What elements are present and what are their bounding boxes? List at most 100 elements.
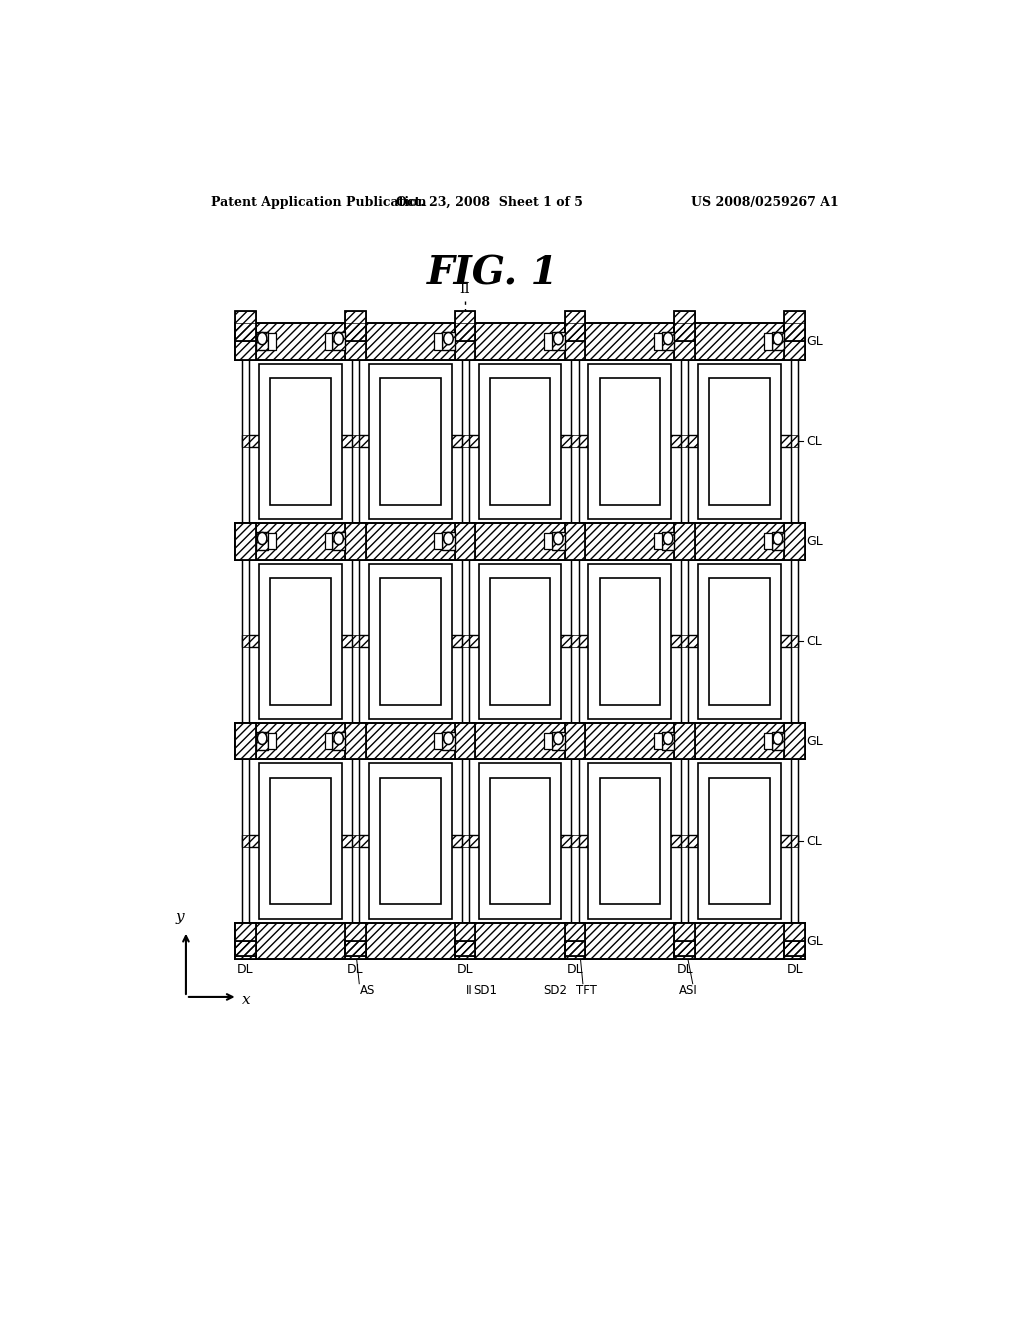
Bar: [784, 941, 805, 956]
Text: ASI: ASI: [679, 983, 698, 997]
Bar: [236, 923, 256, 960]
Bar: [455, 523, 475, 560]
Bar: [564, 941, 586, 956]
Bar: [662, 333, 675, 351]
Text: CT: CT: [627, 855, 642, 869]
Bar: [345, 312, 366, 342]
Bar: [351, 337, 358, 946]
Bar: [259, 564, 342, 719]
Text: Oct. 23, 2008  Sheet 1 of 5: Oct. 23, 2008 Sheet 1 of 5: [395, 195, 583, 209]
Bar: [681, 337, 688, 946]
Bar: [564, 323, 586, 359]
Bar: [332, 733, 345, 750]
Text: x: x: [242, 993, 250, 1007]
Bar: [589, 564, 672, 719]
Bar: [764, 333, 772, 350]
Bar: [589, 763, 672, 919]
Circle shape: [773, 733, 782, 744]
Bar: [268, 533, 276, 549]
Bar: [675, 523, 695, 560]
Text: GL: GL: [807, 735, 823, 747]
Bar: [662, 532, 675, 550]
Bar: [662, 733, 675, 750]
Text: SP: SP: [264, 820, 279, 833]
Text: SP: SP: [487, 619, 502, 632]
Text: DL: DL: [566, 964, 584, 977]
Bar: [236, 323, 805, 359]
Circle shape: [334, 733, 343, 744]
Circle shape: [554, 532, 563, 545]
Bar: [345, 941, 366, 956]
Bar: [455, 923, 475, 960]
Bar: [380, 777, 440, 904]
Text: II: II: [466, 983, 472, 997]
Bar: [380, 378, 440, 504]
Bar: [698, 763, 781, 919]
Bar: [478, 364, 561, 519]
Bar: [675, 723, 695, 759]
Bar: [784, 312, 805, 342]
Bar: [545, 533, 552, 549]
Bar: [442, 333, 455, 351]
Circle shape: [257, 733, 267, 744]
Bar: [662, 733, 675, 750]
Bar: [764, 733, 772, 750]
Bar: [455, 523, 475, 560]
Bar: [784, 323, 805, 359]
Bar: [675, 923, 695, 960]
Text: ASI: ASI: [500, 479, 518, 492]
Bar: [784, 523, 805, 560]
Bar: [332, 532, 345, 550]
Bar: [552, 532, 564, 550]
Bar: [442, 532, 455, 550]
Bar: [256, 333, 268, 351]
Bar: [675, 312, 695, 342]
Bar: [462, 337, 469, 946]
Bar: [332, 333, 345, 351]
Text: DL: DL: [457, 964, 473, 977]
Text: TFT: TFT: [577, 983, 597, 997]
Bar: [662, 333, 675, 351]
Text: AS: AS: [359, 983, 375, 997]
Bar: [259, 763, 342, 919]
Bar: [455, 723, 475, 759]
Bar: [442, 733, 455, 750]
Bar: [236, 941, 256, 956]
Bar: [256, 733, 268, 750]
Bar: [489, 777, 550, 904]
Bar: [236, 923, 805, 960]
Bar: [455, 323, 475, 359]
Circle shape: [443, 733, 454, 744]
Bar: [675, 923, 695, 960]
Text: CL: CL: [807, 635, 822, 648]
Bar: [564, 923, 586, 960]
Circle shape: [443, 532, 454, 545]
Bar: [552, 532, 564, 550]
Bar: [675, 723, 695, 759]
Bar: [784, 523, 805, 560]
Bar: [236, 723, 256, 759]
Bar: [236, 312, 256, 342]
Bar: [564, 323, 586, 359]
Bar: [764, 533, 772, 549]
Circle shape: [773, 333, 782, 345]
Circle shape: [664, 333, 673, 345]
Bar: [772, 532, 784, 550]
Circle shape: [664, 532, 673, 545]
Bar: [345, 523, 366, 560]
Bar: [442, 733, 455, 750]
Bar: [675, 323, 695, 359]
Text: SD2: SD2: [543, 983, 567, 997]
Bar: [455, 723, 475, 759]
Bar: [270, 578, 331, 705]
Bar: [772, 333, 784, 351]
Bar: [455, 323, 475, 359]
Circle shape: [334, 532, 343, 545]
Bar: [434, 733, 442, 750]
Bar: [564, 523, 586, 560]
Bar: [489, 378, 550, 504]
Bar: [243, 635, 798, 647]
Text: GL: GL: [807, 935, 823, 948]
Bar: [243, 836, 798, 847]
Bar: [236, 312, 256, 342]
